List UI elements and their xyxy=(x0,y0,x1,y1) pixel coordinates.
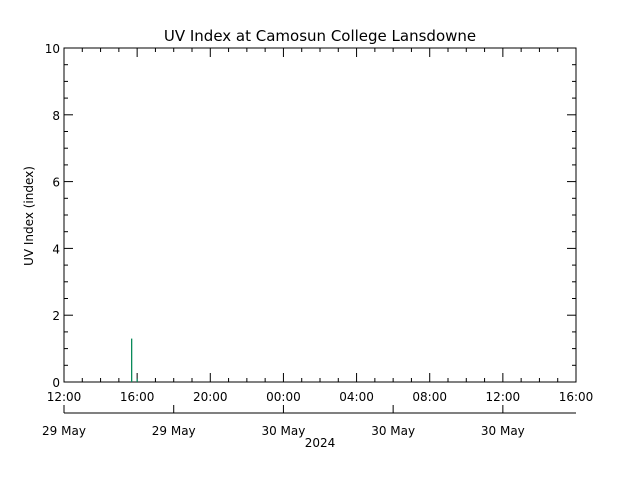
plot-frame xyxy=(63,47,577,383)
date-label: 30 May xyxy=(371,424,415,438)
year-label: 2024 xyxy=(305,436,336,450)
chart-title: UV Index at Camosun College Lansdowne xyxy=(164,27,476,45)
x-axis: 12:00 16:00 20:00 00:00 04:00 08:00 12:00 16:00 xyxy=(47,48,594,404)
x-tick-label: 12:00 xyxy=(486,390,521,404)
y-axis-label: UV Index (index) xyxy=(22,166,36,266)
date-label: 29 May xyxy=(152,424,196,438)
y-tick-label: 0 xyxy=(52,376,60,390)
date-axis: 29 May 29 May 30 May 30 May 30 May xyxy=(42,405,525,438)
x-tick-label: 12:00 xyxy=(47,390,82,404)
x-tick-label: 20:00 xyxy=(193,390,228,404)
y-tick-label: 8 xyxy=(52,109,60,123)
y-tick-label: 6 xyxy=(52,176,60,190)
data-bars xyxy=(131,338,138,382)
y-axis: 0 2 4 6 8 10 xyxy=(45,42,576,390)
date-label: 30 May xyxy=(261,424,305,438)
y-tick-label: 4 xyxy=(52,242,60,256)
x-tick-label: 08:00 xyxy=(412,390,447,404)
y-tick-label: 2 xyxy=(52,309,60,323)
x-tick-label: 00:00 xyxy=(266,390,301,404)
x-tick-label: 16:00 xyxy=(559,390,594,404)
x-tick-label: 16:00 xyxy=(120,390,155,404)
date-label: 30 May xyxy=(481,424,525,438)
y-tick-label: 10 xyxy=(45,42,60,56)
x-tick-label: 04:00 xyxy=(339,390,374,404)
date-label: 29 May xyxy=(42,424,86,438)
